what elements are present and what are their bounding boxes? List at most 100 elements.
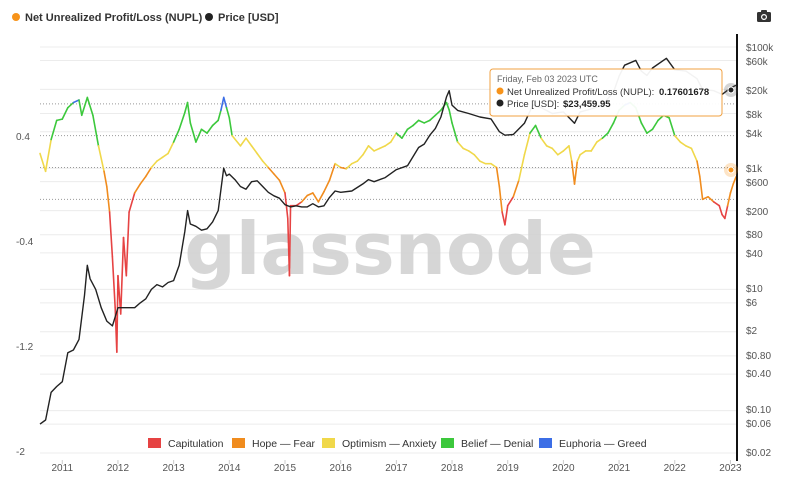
nupl-segment (462, 147, 470, 152)
nupl-segment (119, 236, 125, 315)
nupl-segment (161, 152, 169, 159)
camera-icon-glyph (757, 10, 771, 22)
left-tick-label: 0.4 (16, 132, 30, 143)
tooltip-date: Friday, Feb 03 2023 UTC (497, 74, 598, 84)
tooltip-nupl-value: 0.17601678 (659, 87, 709, 98)
nupl-segment (72, 99, 80, 104)
nupl-segment (534, 124, 542, 140)
legend-nupl[interactable]: Net Unrealized Profit/Loss (NUPL) (12, 12, 203, 24)
nupl-segment (351, 160, 359, 165)
right-tick-label: $1k (746, 164, 763, 175)
nupl-segment (106, 185, 111, 213)
nupl-segment (250, 145, 258, 155)
right-tick-label: $10 (746, 284, 763, 295)
nupl-segment (434, 109, 442, 117)
nupl-segment (378, 145, 387, 150)
nupl-segment (523, 132, 531, 156)
nupl-segment (103, 170, 108, 188)
tooltip-price-value: $23,459.95 (563, 99, 611, 110)
nupl-segment (288, 204, 292, 277)
zone-legend: Capitulation Hope — Fear Optimism — Anxiet… (148, 438, 647, 450)
nupl-segment (312, 192, 320, 203)
right-tick-label: $0.10 (746, 405, 771, 416)
x-tick-label: 2015 (274, 463, 297, 474)
legend-nupl-swatch (12, 13, 20, 21)
nupl-segment (186, 101, 192, 124)
nupl-segment (673, 134, 682, 143)
legend-price-swatch (205, 13, 213, 21)
right-tick-label: $100k (746, 43, 774, 54)
x-tick-label: 2020 (552, 463, 575, 474)
zone-legend-label: Euphoria — Greed (559, 438, 647, 450)
nupl-segment (217, 109, 222, 122)
nupl-segment (367, 145, 375, 152)
left-tick-label: -2 (16, 447, 25, 458)
right-tick-label: $200 (746, 207, 769, 218)
nupl-segment (300, 194, 309, 203)
nupl-segment (167, 141, 175, 155)
nupl-segment (55, 118, 64, 122)
nupl-segment (61, 106, 69, 120)
nupl-segment (80, 96, 89, 117)
nupl-segment (189, 122, 197, 143)
nupl-segment (172, 128, 180, 143)
nupl-segment (401, 128, 409, 140)
tooltip-nupl-swatch (496, 87, 504, 95)
nupl-segment (356, 153, 364, 162)
zone-legend-label: Hope — Fear (252, 438, 316, 450)
nupl-segment (278, 179, 286, 194)
nupl-segment (144, 166, 153, 178)
nupl-segment (590, 141, 598, 152)
right-tick-label: $80 (746, 230, 763, 241)
nupl-segment (646, 128, 654, 134)
nupl-segment (44, 138, 52, 173)
nupl-segment (557, 150, 565, 156)
nupl-segment (417, 119, 425, 124)
right-tick-label: $6 (746, 298, 758, 309)
nupl-segment (345, 162, 353, 170)
nupl-segment (573, 160, 579, 185)
zone-legend-swatch (148, 438, 161, 448)
nupl-segment (490, 162, 498, 169)
tooltip-price-swatch (496, 99, 504, 107)
nupl-segment (389, 132, 398, 143)
nupl-segment (729, 183, 735, 194)
zone-legend-label: Optimism — Anxiety (342, 438, 437, 450)
nupl-segment (504, 204, 509, 226)
nupl-segment (111, 255, 116, 309)
nupl-segment (699, 175, 704, 201)
price-hover-dot (727, 86, 735, 94)
nupl-segment (568, 145, 573, 162)
nupl-segment (428, 114, 437, 122)
nupl-segment (562, 145, 570, 152)
nupl-segment (712, 201, 721, 207)
tooltip-price-label: Price [USD]: (507, 99, 559, 110)
legend-price-label: Price [USD] (218, 12, 279, 24)
x-tick-label: 2022 (664, 463, 687, 474)
nupl-segment (579, 150, 587, 156)
nupl-segment (97, 145, 105, 173)
camera-icon[interactable] (756, 9, 772, 23)
nupl-segment (195, 128, 203, 143)
x-tick-label: 2018 (441, 463, 464, 474)
x-tick-label: 2013 (163, 463, 186, 474)
nupl-segment (640, 122, 648, 134)
nupl-segment (707, 195, 715, 203)
nupl-segment (39, 152, 47, 173)
nupl-segment (473, 153, 481, 162)
left-axis: 0.4 -0.4 -1.2 -2 (16, 132, 34, 458)
tooltip-nupl-label: Net Unrealized Profit/Loss (NUPL): (507, 87, 654, 98)
zone-legend-swatch (232, 438, 245, 448)
nupl-segment (50, 119, 58, 141)
right-axis: $100k $60k $20k $8k $4k $1k $600 $200 $80 $40 $10 $… (746, 43, 774, 459)
nupl-segment (231, 134, 242, 147)
nupl-segment (718, 204, 723, 216)
nupl-segment (273, 173, 281, 182)
nupl-segment (668, 117, 676, 137)
nupl-segment (732, 176, 737, 185)
nupl-segment (479, 160, 487, 165)
right-tick-label: $2 (746, 326, 758, 337)
legend-price[interactable]: Price [USD] (205, 12, 279, 24)
zone-legend-swatch (539, 438, 552, 448)
nupl-segment (256, 152, 264, 162)
